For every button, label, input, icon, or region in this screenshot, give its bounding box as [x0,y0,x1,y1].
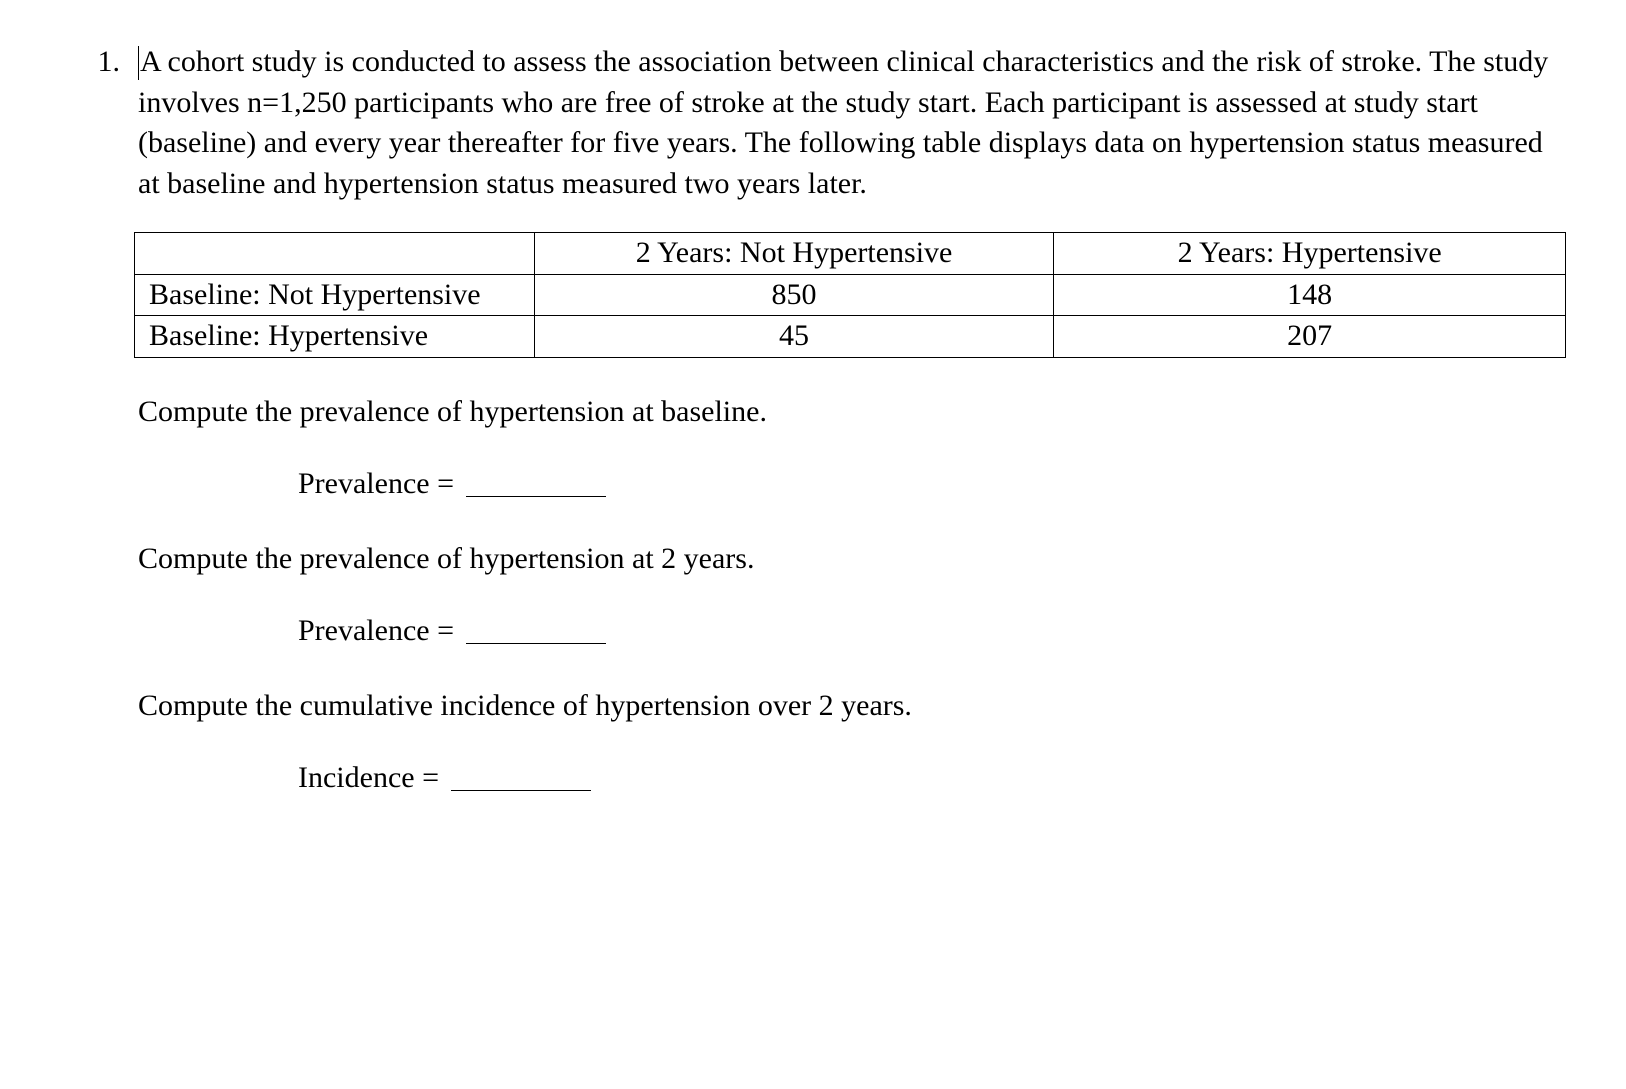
text-cursor [138,46,139,81]
table-header-row: 2 Years: Not Hypertensive 2 Years: Hyper… [135,233,1566,275]
answer-1: Prevalence = [138,462,1566,505]
answer-1-blank[interactable] [466,466,606,497]
table-header-col1: 2 Years: Not Hypertensive [534,233,1054,275]
prompt-1: Compute the prevalence of hypertension a… [138,392,1566,433]
question-body: A cohort study is conducted to assess th… [138,42,1566,799]
intro-text: A cohort study is conducted to assess th… [138,45,1548,200]
answer-3: Incidence = [138,756,1566,799]
answer-3-blank[interactable] [451,760,591,791]
row1-label: Baseline: Hypertensive [135,316,535,358]
question-number: 1. [60,42,138,83]
intro-paragraph: A cohort study is conducted to assess th… [138,42,1566,204]
prompt-2: Compute the prevalence of hypertension a… [138,539,1566,580]
table-row: Baseline: Not Hypertensive 850 148 [135,274,1566,316]
row0-col2: 148 [1054,274,1566,316]
answer-2-blank[interactable] [466,613,606,644]
prompt-3: Compute the cumulative incidence of hype… [138,686,1566,727]
row0-label: Baseline: Not Hypertensive [135,274,535,316]
answer-1-label: Prevalence = [298,467,462,500]
hypertension-table: 2 Years: Not Hypertensive 2 Years: Hyper… [134,232,1566,358]
row1-col2: 207 [1054,316,1566,358]
table-header-col2: 2 Years: Hypertensive [1054,233,1566,275]
table-row: Baseline: Hypertensive 45 207 [135,316,1566,358]
answer-2: Prevalence = [138,609,1566,652]
answer-2-label: Prevalence = [298,614,462,647]
answer-3-label: Incidence = [298,761,447,794]
question-1: 1. A cohort study is conducted to assess… [60,42,1566,799]
row0-col1: 850 [534,274,1054,316]
row1-col1: 45 [534,316,1054,358]
page: 1. A cohort study is conducted to assess… [0,0,1626,799]
table-header-blank [135,233,535,275]
